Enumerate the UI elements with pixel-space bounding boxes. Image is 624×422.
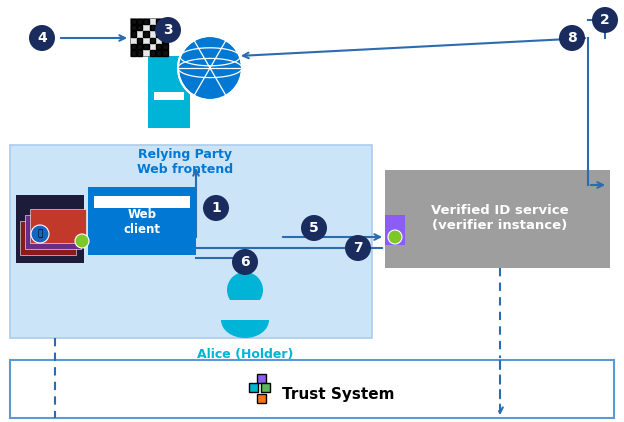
FancyBboxPatch shape: [137, 19, 142, 24]
FancyBboxPatch shape: [20, 221, 76, 255]
FancyBboxPatch shape: [137, 44, 142, 49]
Text: 2: 2: [600, 13, 610, 27]
Text: 8: 8: [567, 31, 577, 45]
Circle shape: [559, 25, 585, 51]
Circle shape: [345, 235, 371, 261]
FancyBboxPatch shape: [143, 19, 149, 24]
FancyBboxPatch shape: [156, 50, 161, 56]
FancyBboxPatch shape: [143, 44, 149, 49]
Text: Trust System: Trust System: [282, 387, 394, 403]
Text: Web
client: Web client: [124, 208, 160, 236]
Circle shape: [388, 230, 402, 244]
FancyBboxPatch shape: [385, 170, 610, 268]
FancyBboxPatch shape: [162, 38, 167, 43]
FancyBboxPatch shape: [150, 38, 155, 43]
FancyBboxPatch shape: [137, 38, 142, 43]
Circle shape: [155, 17, 181, 43]
FancyBboxPatch shape: [261, 383, 270, 392]
FancyBboxPatch shape: [130, 50, 136, 56]
FancyBboxPatch shape: [94, 196, 190, 208]
FancyBboxPatch shape: [156, 19, 161, 24]
Circle shape: [29, 25, 55, 51]
Circle shape: [592, 7, 618, 33]
FancyBboxPatch shape: [215, 300, 277, 320]
Text: 5: 5: [309, 221, 319, 235]
FancyBboxPatch shape: [10, 145, 372, 338]
FancyBboxPatch shape: [130, 25, 136, 30]
Circle shape: [203, 195, 229, 221]
FancyBboxPatch shape: [16, 195, 84, 263]
Text: Relying Party
Web frontend: Relying Party Web frontend: [137, 148, 233, 176]
FancyBboxPatch shape: [10, 360, 614, 418]
Circle shape: [178, 36, 242, 100]
FancyBboxPatch shape: [130, 44, 136, 49]
FancyBboxPatch shape: [130, 31, 136, 36]
Text: 4: 4: [37, 31, 47, 45]
FancyBboxPatch shape: [156, 44, 161, 49]
Circle shape: [227, 272, 263, 308]
FancyBboxPatch shape: [88, 187, 196, 255]
Text: Verified ID service
(verifier instance): Verified ID service (verifier instance): [431, 204, 569, 232]
FancyBboxPatch shape: [143, 31, 149, 36]
FancyBboxPatch shape: [385, 215, 405, 245]
FancyBboxPatch shape: [130, 19, 136, 24]
FancyBboxPatch shape: [150, 50, 155, 56]
FancyBboxPatch shape: [249, 383, 258, 392]
Text: 3: 3: [163, 23, 173, 37]
FancyBboxPatch shape: [154, 92, 184, 100]
FancyBboxPatch shape: [148, 56, 190, 128]
FancyBboxPatch shape: [162, 50, 167, 56]
FancyBboxPatch shape: [130, 18, 168, 56]
Circle shape: [31, 225, 49, 243]
Ellipse shape: [221, 302, 269, 338]
FancyBboxPatch shape: [257, 394, 266, 403]
Text: 7: 7: [353, 241, 363, 255]
Circle shape: [301, 215, 327, 241]
FancyBboxPatch shape: [257, 374, 266, 383]
FancyBboxPatch shape: [156, 31, 161, 36]
FancyBboxPatch shape: [137, 25, 142, 30]
FancyBboxPatch shape: [137, 50, 142, 56]
Text: 6: 6: [240, 255, 250, 269]
Text: 🔒: 🔒: [37, 230, 42, 238]
Circle shape: [232, 249, 258, 275]
Circle shape: [75, 234, 89, 248]
Text: Alice (Holder): Alice (Holder): [197, 348, 293, 361]
FancyBboxPatch shape: [25, 215, 81, 249]
FancyBboxPatch shape: [30, 209, 86, 243]
FancyBboxPatch shape: [162, 44, 167, 49]
Text: 1: 1: [211, 201, 221, 215]
FancyBboxPatch shape: [150, 25, 155, 30]
FancyBboxPatch shape: [162, 25, 167, 30]
